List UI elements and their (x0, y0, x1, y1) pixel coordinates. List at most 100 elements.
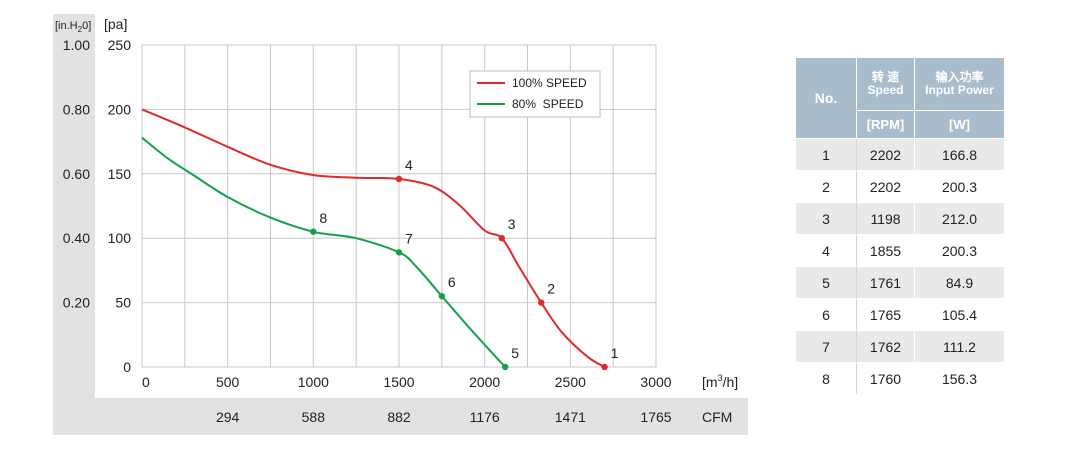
legend-box (469, 70, 601, 118)
table-row: 4 1855 200.3 (795, 234, 1005, 267)
axis-ticks: 0 50 100 150 200 250 0.20 0.40 0.60 0.80 1.00 0 500 1… (63, 37, 672, 425)
operating-point-4 (395, 175, 403, 183)
y-unit-inh2o: [in.H20] (55, 20, 91, 34)
col-header-speed-cn: 转 速 (871, 70, 900, 84)
cell-power: 84.9 (914, 266, 1005, 299)
y-tick-inh2o: 0.40 (63, 230, 90, 246)
y-tick-inh2o: 0.20 (63, 295, 90, 311)
chart-svg: 0 50 100 150 200 250 0.20 0.40 0.60 0.80 1.00 0 500 1… (53, 14, 748, 435)
cell-rpm: 1762 (856, 330, 915, 363)
cell-no: 6 (795, 298, 857, 331)
y-tick-inh2o: 0.80 (63, 101, 90, 117)
cell-rpm: 1761 (856, 266, 915, 299)
series (141, 108, 606, 368)
col-header-speed: 转 速 Speed (856, 57, 915, 111)
x-tick-cfm: 588 (302, 409, 326, 425)
operating-point-7 (395, 249, 403, 256)
y-tick-inh2o: 0.60 (63, 166, 90, 182)
series-line-100-speed (141, 108, 606, 368)
x-tick-m3h: 1500 (383, 374, 414, 390)
operating-point-5 (502, 363, 509, 371)
operating-point-label-5: 5 (511, 345, 519, 361)
unit-header-rpm: [RPM] (856, 110, 915, 139)
x-tick-m3h: 3000 (640, 374, 671, 390)
x-tick-cfm: 882 (387, 409, 411, 425)
cell-no: 7 (795, 330, 857, 363)
cell-power: 111.2 (914, 330, 1005, 363)
cell-power: 156.3 (914, 362, 1005, 395)
operating-point-2 (538, 299, 545, 306)
table-row: 6 1765 105.4 (795, 298, 1005, 331)
legend: 100% SPEED 80% SPEED (469, 70, 601, 118)
legend-label-100: 100% SPEED (512, 76, 587, 90)
cell-rpm: 2202 (856, 170, 915, 203)
col-header-power-en: Input Power (925, 83, 994, 97)
y-tick-pa: 200 (108, 101, 132, 117)
x-tick-cfm: 1176 (470, 409, 500, 425)
bottom-axis-band (53, 398, 748, 435)
cell-rpm: 1760 (856, 362, 915, 395)
cell-power: 166.8 (914, 138, 1005, 171)
cell-power: 212.0 (914, 202, 1005, 235)
y-tick-pa: 150 (108, 166, 132, 182)
operating-points: 1 2 3 4 5 6 7 8 (310, 157, 619, 371)
cell-rpm: 1855 (856, 234, 915, 267)
series-line-80-speed (141, 136, 506, 368)
axis-units: [in.H20] [pa] [m3/h] CFM (55, 16, 738, 425)
x-tick-m3h: 0 (142, 374, 150, 390)
table-row: 3 1198 212.0 (795, 202, 1005, 235)
unit-header-w: [W] (914, 110, 1005, 139)
cell-no: 4 (795, 234, 857, 267)
spec-table: No. 转 速 Speed 输入功率 Input Power [RPM] [W]… (795, 57, 1005, 395)
table-row: 1 2202 166.8 (795, 138, 1005, 171)
y-unit-pa: [pa] (104, 16, 127, 32)
operating-point-1 (601, 363, 608, 371)
x-tick-m3h: 1000 (298, 374, 329, 390)
operating-point-label-4: 4 (405, 157, 413, 173)
operating-point-label-6: 6 (448, 274, 456, 290)
cell-power: 200.3 (914, 234, 1005, 267)
x-tick-m3h: 2000 (469, 374, 500, 390)
cell-no: 2 (795, 170, 857, 203)
y-tick-pa: 100 (108, 230, 132, 246)
cell-no: 8 (795, 362, 857, 395)
col-header-speed-en: Speed (867, 83, 904, 97)
operating-point-label-3: 3 (508, 216, 516, 232)
x-unit-cfm: CFM (702, 409, 732, 425)
cell-power: 200.3 (914, 170, 1005, 203)
x-unit-m3h: [m3/h] (702, 373, 738, 390)
operating-point-3 (498, 235, 505, 242)
cell-no: 1 (795, 138, 857, 171)
operating-point-6 (438, 292, 446, 300)
col-header-no: No. (795, 57, 857, 139)
operating-point-label-2: 2 (547, 281, 555, 297)
x-tick-cfm: 1765 (640, 409, 671, 425)
fan-performance-chart: 0 50 100 150 200 250 0.20 0.40 0.60 0.80 1.00 0 500 1… (53, 14, 748, 435)
operating-point-label-8: 8 (319, 210, 327, 226)
table-row: 8 1760 156.3 (795, 362, 1005, 395)
cell-rpm: 2202 (856, 138, 915, 171)
cell-no: 3 (795, 202, 857, 235)
col-header-power-cn: 输入功率 (935, 70, 984, 84)
x-tick-m3h: 2500 (555, 374, 586, 390)
x-tick-m3h: 500 (216, 374, 240, 390)
table-row: 5 1761 84.9 (795, 266, 1005, 299)
operating-point-label-7: 7 (405, 230, 413, 246)
left-axis-band (53, 14, 95, 435)
cell-no: 5 (795, 266, 857, 299)
legend-label-80: 80% SPEED (512, 97, 584, 111)
cell-rpm: 1765 (856, 298, 915, 331)
col-header-power: 输入功率 Input Power (914, 57, 1005, 111)
table-row: 7 1762 111.2 (795, 330, 1005, 363)
table-row: 2 2202 200.3 (795, 170, 1005, 203)
cell-power: 105.4 (914, 298, 1005, 331)
y-tick-inh2o: 1.00 (63, 37, 90, 53)
operating-point-label-1: 1 (611, 345, 619, 361)
x-tick-cfm: 294 (216, 409, 240, 425)
operating-point-8 (310, 228, 317, 235)
y-tick-pa: 50 (115, 295, 131, 311)
y-tick-pa: 250 (108, 37, 132, 53)
cell-rpm: 1198 (856, 202, 915, 235)
x-tick-cfm: 1471 (555, 409, 586, 425)
y-tick-pa: 0 (123, 359, 131, 375)
